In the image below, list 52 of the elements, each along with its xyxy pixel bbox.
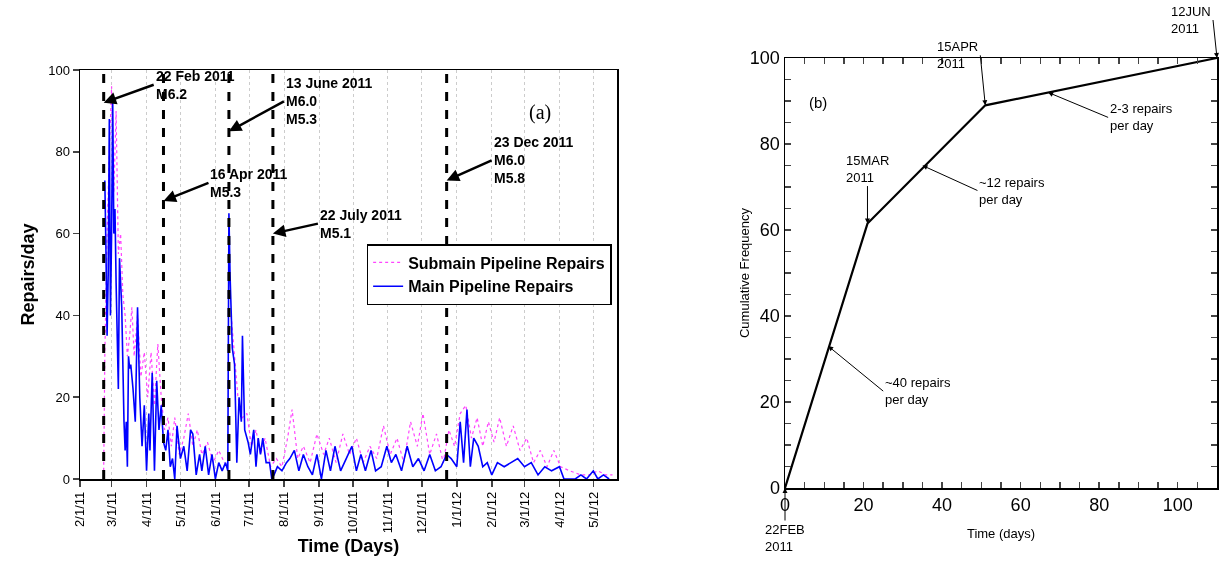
x-tick-label: 2/1/12 — [484, 491, 500, 528]
x-tick-label: 20 — [853, 495, 874, 516]
y-tick-label: 0 — [62, 471, 70, 487]
legend-label: Main Pipeline Repairs — [408, 278, 574, 296]
annotation: 15APR 2011 — [937, 39, 979, 71]
x-tick-label: 4/1/11 — [138, 491, 154, 527]
annotation: 22FEB 2011 — [765, 522, 805, 554]
annotation: 15MAR 2011 — [846, 153, 890, 185]
x-tick-label: 12/1/11 — [414, 491, 430, 535]
y-tick-label: 40 — [55, 307, 70, 323]
x-tick-label: 6/1/11 — [207, 491, 223, 527]
y-tick-label: 80 — [55, 144, 70, 160]
x-axis-title: Time (Days) — [297, 536, 400, 557]
x-tick-label: 10/1/11 — [345, 491, 361, 535]
y-tick-label: 40 — [759, 306, 780, 327]
x-tick-label: 4/1/12 — [551, 491, 567, 528]
annotation: (a) — [529, 101, 552, 124]
x-axis-title: Time (days) — [966, 525, 1036, 541]
y-axis-title: Cumulative Frequency — [736, 207, 752, 339]
x-tick-label: 80 — [1089, 495, 1110, 516]
annotation: 22 July 2011 M5.1 — [320, 207, 402, 242]
x-tick-label: 9/1/11 — [311, 491, 327, 527]
y-tick-label: 20 — [759, 392, 780, 413]
y-tick-label: 20 — [55, 389, 70, 405]
x-tick-label: 40 — [932, 495, 953, 516]
x-tick-label: 1/1/12 — [449, 491, 465, 528]
annotation: 16 Apr 2011 M5.3 — [210, 166, 288, 201]
annotation: 13 June 2011 M6.0 M5.3 — [286, 75, 373, 128]
annotation: ~12 repairs per day — [979, 175, 1045, 207]
y-tick-label: 80 — [759, 134, 780, 155]
x-tick-label: 3/1/11 — [103, 491, 119, 527]
y-tick-label: 0 — [769, 478, 780, 499]
x-tick-label: 11/1/11 — [380, 491, 396, 534]
x-tick-label: 7/1/11 — [241, 491, 257, 527]
legend-label: Submain Pipeline Repairs — [408, 254, 605, 272]
x-tick-label: 2/1/11 — [72, 491, 88, 527]
y-tick-label: 60 — [55, 226, 70, 242]
x-tick-label: 5/1/12 — [585, 491, 601, 528]
x-tick-label: 5/1/11 — [172, 491, 188, 527]
y-tick-label: 100 — [749, 48, 780, 69]
x-tick-label: 100 — [1162, 495, 1193, 516]
y-axis-title: Repairs/day — [17, 223, 38, 326]
annotation: (b) — [809, 94, 828, 111]
annotation: 2-3 repairs per day — [1110, 101, 1173, 133]
x-tick-label: 3/1/12 — [516, 491, 532, 528]
y-tick-label: 100 — [48, 62, 70, 78]
x-tick-label: 8/1/11 — [276, 491, 292, 527]
annotation: ~40 repairs per day — [885, 375, 951, 407]
y-tick-label: 60 — [759, 220, 780, 241]
x-tick-label: 60 — [1010, 495, 1031, 516]
annotation: 23 Dec 2011 M6.0 M5.8 — [494, 134, 574, 187]
annotation: 12JUN 2011 — [1171, 4, 1211, 36]
